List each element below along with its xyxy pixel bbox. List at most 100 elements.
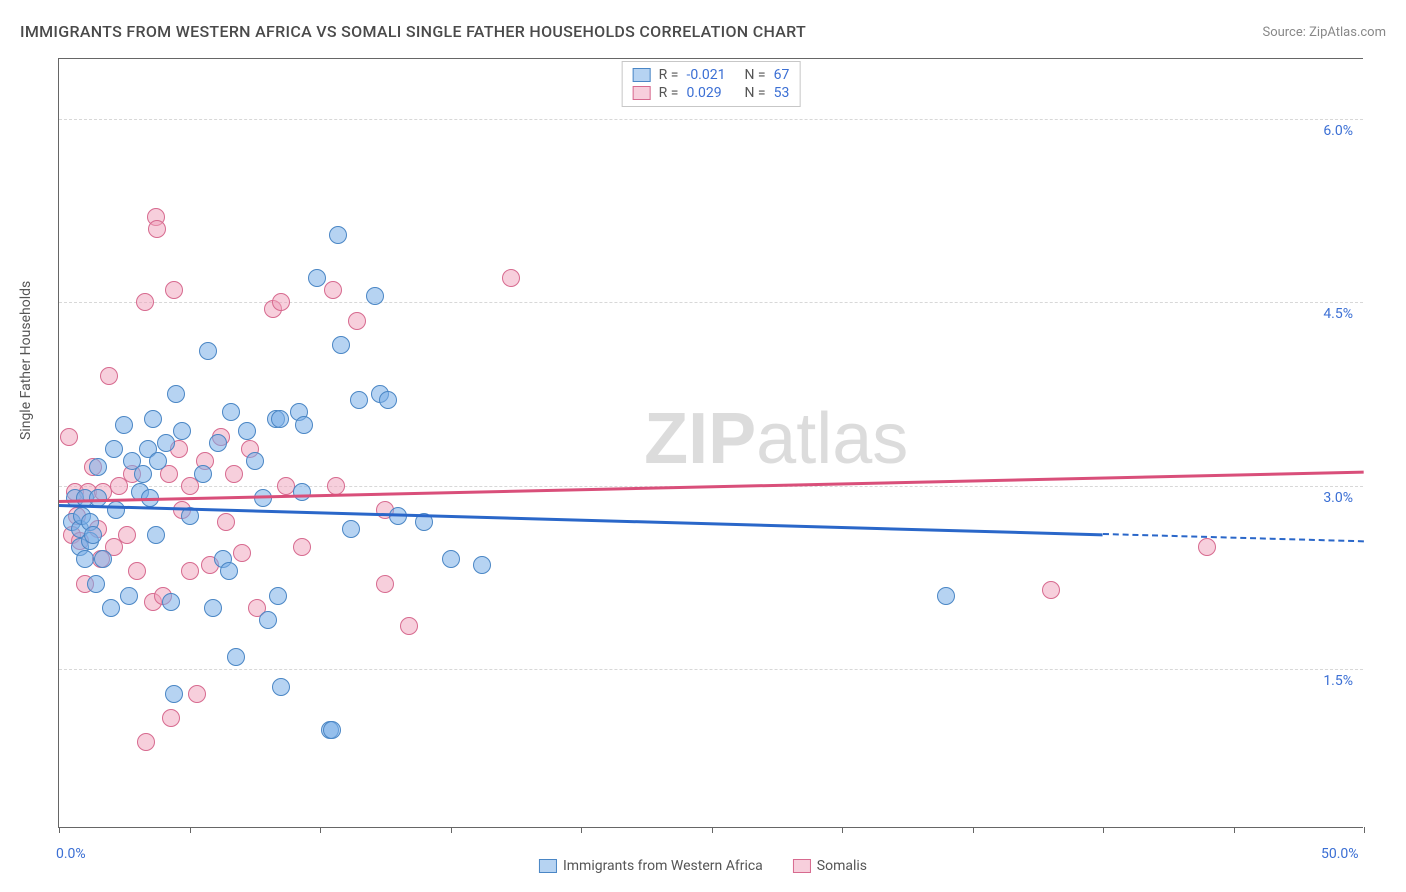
data-point — [272, 678, 290, 696]
data-point — [144, 410, 162, 428]
data-point — [162, 709, 180, 727]
x-tick — [712, 827, 713, 833]
r-value: 0.029 — [686, 85, 736, 101]
data-point — [120, 587, 138, 605]
data-point — [147, 526, 165, 544]
data-point — [162, 593, 180, 611]
data-point — [324, 281, 342, 299]
data-point — [217, 513, 235, 531]
n-value: 67 — [774, 67, 790, 83]
legend-swatch — [793, 859, 811, 873]
data-point — [107, 501, 125, 519]
data-point — [157, 434, 175, 452]
n-label: N = — [744, 85, 765, 101]
chart-title: IMMIGRANTS FROM WESTERN AFRICA VS SOMALI… — [20, 22, 806, 41]
y-tick-label: 3.0% — [1323, 490, 1353, 506]
data-point — [502, 269, 520, 287]
data-point — [199, 342, 217, 360]
plot-area: ZIPatlas R =-0.021N =67R =0.029N =53 1.5… — [58, 58, 1363, 828]
trend-line-dashed — [1103, 533, 1364, 542]
data-point — [209, 434, 227, 452]
legend-label: Immigrants from Western Africa — [563, 858, 763, 874]
x-tick — [190, 827, 191, 833]
data-point — [165, 281, 183, 299]
x-tick — [320, 827, 321, 833]
data-point — [149, 452, 167, 470]
legend-item: Somalis — [793, 858, 867, 874]
data-point — [233, 544, 251, 562]
data-point — [118, 526, 136, 544]
x-tick — [1364, 827, 1365, 833]
data-point — [327, 477, 345, 495]
data-point — [173, 422, 191, 440]
legend-stat-row: R = 0.029 N = 53 — [633, 84, 790, 102]
data-point — [188, 685, 206, 703]
data-point — [389, 507, 407, 525]
chart-source: Source: ZipAtlas.com — [1262, 25, 1386, 40]
data-point — [259, 611, 277, 629]
x-tick — [451, 827, 452, 833]
r-label: R = — [659, 85, 679, 101]
data-point — [272, 293, 290, 311]
y-tick-label: 6.0% — [1323, 123, 1353, 139]
data-point — [295, 416, 313, 434]
x-tick — [1234, 827, 1235, 833]
gridline — [59, 119, 1363, 120]
legend-swatch — [633, 86, 651, 100]
y-axis-label: Single Father Households — [18, 281, 34, 440]
data-point — [342, 520, 360, 538]
data-point — [100, 367, 118, 385]
data-point — [246, 452, 264, 470]
data-point — [308, 269, 326, 287]
data-point — [134, 465, 152, 483]
watermark-bold: ZIP — [644, 398, 756, 478]
data-point — [148, 220, 166, 238]
data-point — [87, 575, 105, 593]
data-point — [269, 587, 287, 605]
x-tick — [1103, 827, 1104, 833]
gridline — [59, 669, 1363, 670]
data-point — [400, 617, 418, 635]
x-tick — [581, 827, 582, 833]
legend-stat-row: R =-0.021N =67 — [633, 66, 790, 84]
data-point — [94, 550, 112, 568]
watermark-light: atlas — [756, 398, 908, 478]
x-tick — [973, 827, 974, 833]
data-point — [128, 562, 146, 580]
data-point — [1198, 538, 1216, 556]
data-point — [60, 428, 78, 446]
data-point — [376, 575, 394, 593]
data-point — [89, 458, 107, 476]
gridline — [59, 302, 1363, 303]
data-point — [442, 550, 460, 568]
data-point — [379, 391, 397, 409]
data-point — [204, 599, 222, 617]
data-point — [165, 685, 183, 703]
data-point — [238, 422, 256, 440]
data-point — [181, 562, 199, 580]
data-point — [136, 293, 154, 311]
correlation-legend: R = -0.021 N = 67R = 0.029 N = 53 — [622, 61, 801, 107]
data-point — [102, 599, 120, 617]
trend-line — [59, 504, 1103, 536]
x-tick — [842, 827, 843, 833]
data-point — [225, 465, 243, 483]
data-point — [271, 410, 289, 428]
legend-swatch — [539, 859, 557, 873]
legend-swatch — [633, 68, 651, 82]
data-point — [1042, 581, 1060, 599]
watermark: ZIPatlas — [644, 397, 908, 479]
data-point — [348, 312, 366, 330]
series-legend: Immigrants from Western Africa Somalis — [539, 858, 867, 874]
n-value: 53 — [774, 85, 790, 101]
data-point — [350, 391, 368, 409]
data-point — [194, 465, 212, 483]
data-point — [293, 538, 311, 556]
r-label: R = — [659, 67, 679, 83]
data-point — [323, 721, 341, 739]
data-point — [137, 733, 155, 751]
r-value: -0.021 — [686, 67, 736, 83]
data-point — [329, 226, 347, 244]
data-point — [473, 556, 491, 574]
data-point — [293, 483, 311, 501]
